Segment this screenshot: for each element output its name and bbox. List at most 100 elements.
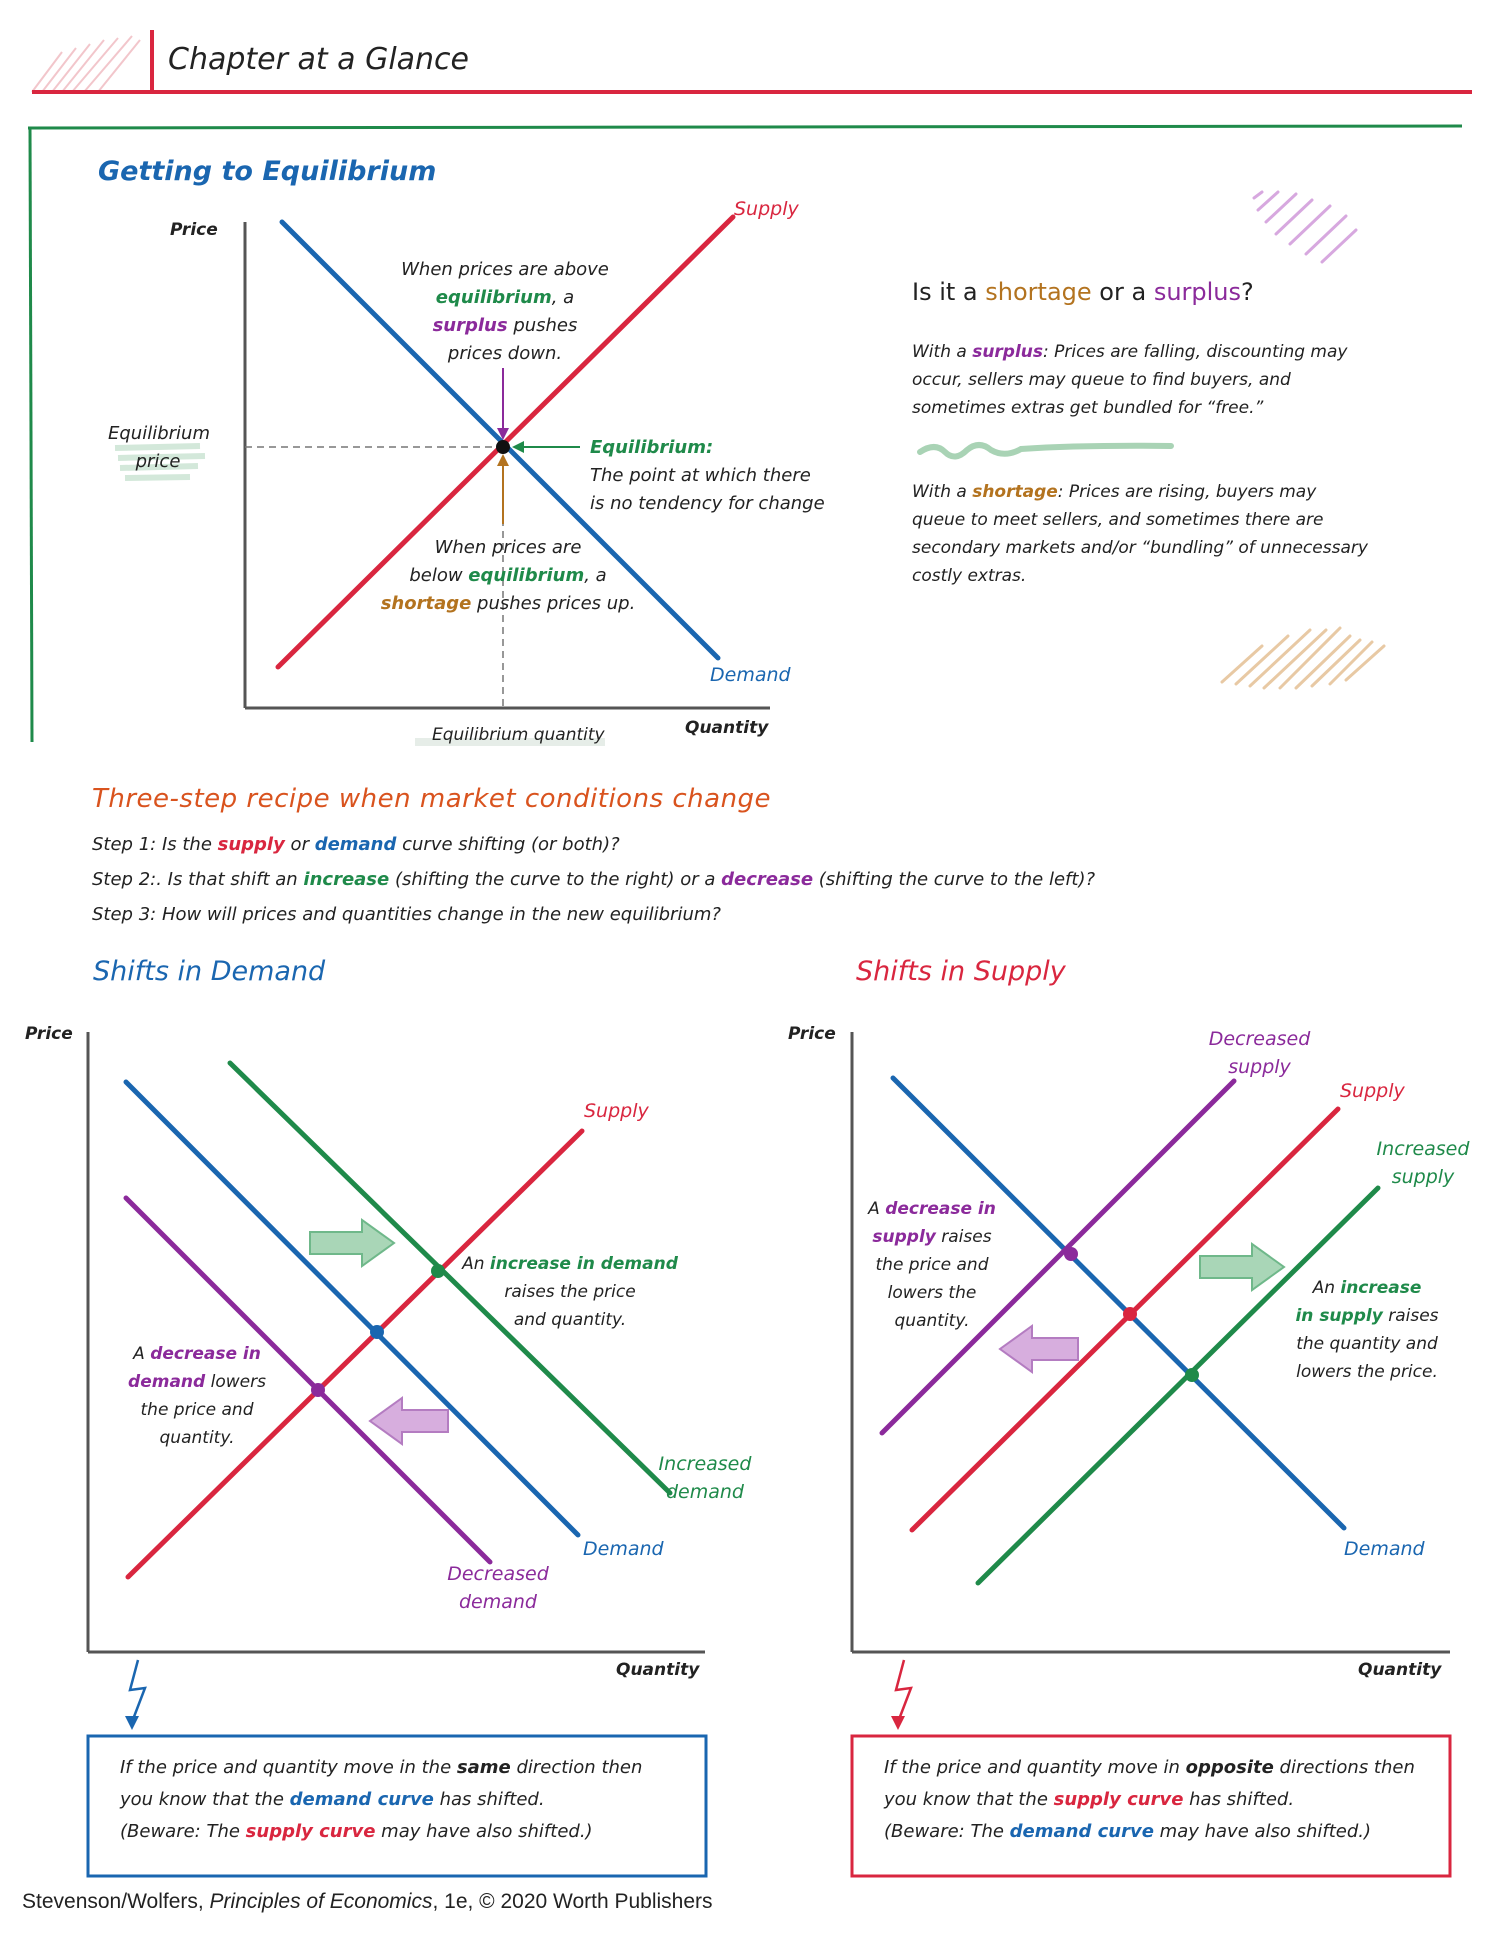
ss-increased-supply-label-line-1: Increased (1376, 1138, 1470, 1160)
shortage-surplus-question: Is it a shortage or a surplus? (912, 278, 1254, 306)
recipe-step-2: Step 2:. Is that shift an increase (shif… (92, 869, 1096, 890)
green-squiggle-decoration (917, 442, 1174, 460)
header-hatch-decoration (31, 35, 141, 93)
ss-decreased-supply-label: Decreased supply (1202, 1025, 1317, 1081)
sd-increased-demand-label-line-1: Increased (658, 1453, 752, 1475)
eq-demand-curve (279, 219, 721, 661)
ss-increase-note-line-1: An increase (1312, 1278, 1422, 1298)
sd-increased-demand-label-line-2: demand (665, 1481, 744, 1503)
sd-supply-label: Supply (584, 1100, 649, 1122)
sd-price-axis-label: Price (25, 1024, 73, 1044)
equilibrium-chart (243, 214, 770, 710)
sd-increase-note-line-2: raises the price (504, 1282, 636, 1302)
ss-supply-label: Supply (1340, 1080, 1405, 1102)
recipe-steps: Step 1: Is the supply or demand curve sh… (92, 827, 1095, 932)
ss-decrease-note: A decrease in supply raises the price an… (862, 1195, 1002, 1335)
ss-conclusion-text: If the price and quantity move in opposi… (884, 1752, 1415, 1848)
ss-increase-note-line-4: lowers the price. (1296, 1362, 1438, 1382)
ss-decrease-note-line-2: supply raises (872, 1227, 992, 1247)
ss-conclusion-line-3: (Beware: The demand curve may have also … (884, 1821, 1372, 1842)
shortage-description-line-2: queue to meet sellers, and sometimes the… (912, 510, 1324, 530)
recipe-step-3: Step 3: How will prices and quantities c… (92, 904, 721, 925)
eq-price-highlight (114, 443, 206, 481)
eq-price-axis-label: Price (170, 220, 218, 240)
equilibrium-definition: Equilibrium: The point at which there is… (590, 434, 825, 518)
eq-demand-label: Demand (710, 664, 791, 686)
shortage-description-line-3: secondary markets and/or “bundling” of u… (912, 538, 1368, 558)
ss-supply-curve (909, 1106, 1341, 1533)
ss-decreased-supply-label-line-1: Decreased (1208, 1028, 1311, 1050)
sd-increased-eq-point (431, 1264, 445, 1278)
footer-credit: Stevenson/Wolfers, Principles of Economi… (22, 1890, 713, 1913)
sd-lightning-arrow (128, 1659, 147, 1723)
sd-increase-arrow (309, 1218, 396, 1268)
ss-increased-supply-label-line-2: supply (1391, 1166, 1455, 1188)
surplus-note-line-2: equilibrium, a (435, 287, 575, 308)
sd-decreased-demand-curve (123, 1195, 493, 1565)
shift-supply-heading: Shifts in Supply (856, 956, 1066, 987)
surplus-note-line-1: When prices are above (401, 259, 609, 280)
recipe-heading: Three-step recipe when market conditions… (92, 784, 772, 814)
sd-eq-point (370, 1325, 384, 1339)
shift-demand-chart (86, 1032, 705, 1730)
ss-decreased-supply-label-line-2: supply (1228, 1056, 1291, 1078)
shortage-note-line-1: When prices are (434, 537, 582, 558)
sd-conclusion-text: If the price and quantity move in the sa… (120, 1752, 642, 1848)
sd-decreased-eq-point (311, 1383, 325, 1397)
sd-conclusion-box (86, 1734, 708, 1878)
ss-increase-note-line-2: in supply raises (1295, 1306, 1439, 1326)
ss-decrease-note-line-1: A decrease in (868, 1199, 996, 1219)
purple-hatch-decoration (1252, 190, 1358, 264)
sd-decrease-note-line-2: demand lowers (128, 1372, 266, 1392)
ss-conclusion-line-1: If the price and quantity move in opposi… (884, 1757, 1415, 1778)
ss-demand-label: Demand (1344, 1538, 1425, 1560)
eq-supply-label: Supply (734, 198, 799, 220)
ss-increase-note: An increase in supply raises the quantit… (1282, 1274, 1452, 1386)
ss-price-axis-label: Price (788, 1024, 836, 1044)
tan-hatch-decoration (1220, 626, 1386, 690)
sd-decrease-note: A decrease in demand lowers the price an… (122, 1340, 272, 1452)
ss-eq-point (1123, 1307, 1137, 1321)
shift-demand-heading: Shifts in Demand (93, 956, 326, 987)
sd-increase-note-line-1: An increase in demand (462, 1254, 678, 1274)
sd-conclusion-line-2: you know that the demand curve has shift… (120, 1789, 545, 1810)
eq-equilibrium-point (496, 440, 510, 454)
ss-quantity-axis-label: Quantity (1358, 1660, 1442, 1680)
ss-increased-supply-curve (975, 1185, 1381, 1586)
surplus-description-line-2: occur, sellers may queue to find buyers,… (912, 370, 1291, 390)
shortage-description-line-4: costly extras. (912, 566, 1027, 586)
sd-conclusion-line-3: (Beware: The supply curve may have also … (120, 1821, 593, 1842)
shortage-note-line-3: shortage pushes prices up. (380, 593, 636, 614)
sd-demand-label: Demand (583, 1538, 664, 1560)
equilibrium-heading: Getting to Equilibrium (98, 156, 437, 187)
shortage-description: With a shortage: Prices are rising, buye… (912, 478, 1368, 590)
ss-conclusion-box (850, 1734, 1452, 1878)
sd-decreased-demand-label-line-2: demand (458, 1591, 537, 1613)
ss-decrease-note-line-3: the price and (875, 1255, 989, 1275)
ss-increased-supply-label: Increased supply (1368, 1135, 1478, 1191)
sd-quantity-axis-label: Quantity (616, 1660, 700, 1680)
sd-increased-demand-curve (227, 1060, 673, 1496)
eq-quantity-label: Equilibrium quantity (432, 725, 605, 745)
surplus-description-line-3: sometimes extras get bundled for “free.” (912, 398, 1264, 418)
surplus-description: With a surplus: Prices are falling, disc… (912, 338, 1347, 422)
equilibrium-definition-line-2: is no tendency for change (590, 493, 825, 514)
surplus-note-line-4: prices down. (447, 343, 563, 364)
ss-conclusion-line-2: you know that the supply curve has shift… (884, 1789, 1295, 1810)
sd-decrease-note-line-4: quantity. (159, 1428, 235, 1448)
sd-supply-curve (125, 1128, 585, 1580)
ss-decrease-note-line-4: lowers the (887, 1283, 977, 1303)
section-left-line (28, 127, 34, 743)
shortage-description-line-1: With a shortage: Prices are rising, buye… (912, 482, 1317, 502)
sd-decrease-arrow (368, 1396, 449, 1446)
sd-decrease-note-line-1: A decrease in (133, 1344, 261, 1364)
equilibrium-definition-title: Equilibrium: (590, 437, 714, 458)
ss-decrease-arrow (998, 1324, 1079, 1374)
sd-increase-note: An increase in demand raises the price a… (460, 1250, 680, 1334)
sd-decrease-note-line-3: the price and (140, 1400, 254, 1420)
page-title: Chapter at a Glance (168, 42, 470, 77)
ss-demand-curve (890, 1075, 1347, 1531)
shortage-note: When prices are below equilibrium, a sho… (378, 534, 638, 618)
ss-decrease-note-line-5: quantity. (894, 1311, 970, 1331)
